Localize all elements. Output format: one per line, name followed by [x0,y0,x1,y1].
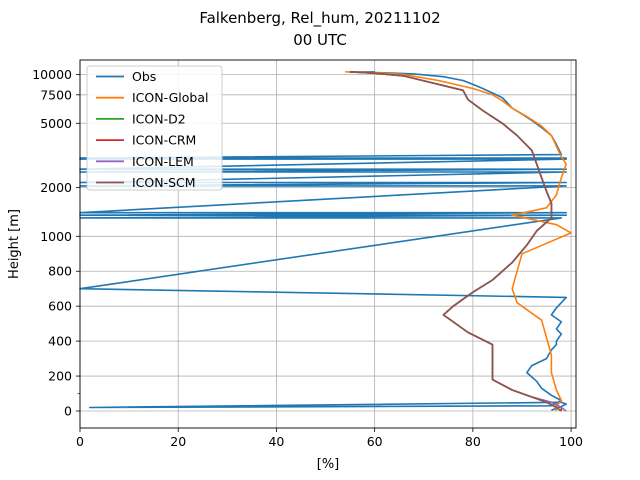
x-tick-label: 40 [268,434,284,449]
legend-label: ICON-Global [132,90,208,105]
y-tick-label: 400 [48,334,72,349]
legend-label: ICON-D2 [132,111,186,126]
y-tick-label: 0 [64,404,72,419]
series-line-icon-scm [350,71,562,412]
y-tick-label: 10000 [32,67,72,82]
legend: Obs ICON-Global ICON-D2 ICON-CRM ICON-LEM ICO… [86,65,223,191]
grid [79,60,576,428]
ticks: 0 20 40 60 80 1000200400600800100020005000750… [32,67,583,449]
y-tick-label: 1000 [40,229,72,244]
legend-label: Obs [132,69,156,84]
legend-label: ICON-CRM [132,133,196,148]
x-tick-label: 0 [76,434,84,449]
y-tick-label: 7500 [40,87,72,102]
y-tick-label: 600 [48,299,72,314]
plot-frame [79,59,577,429]
x-axis-label: [%] [317,457,340,472]
legend-label: ICON-LEM [132,154,194,169]
chart-subtitle: 00 UTC [293,31,347,49]
series-line-obs [79,71,567,411]
x-tick-label: 60 [367,434,383,449]
chart-title: Falkenberg, Rel_hum, 20211102 [199,9,440,28]
legend-box [86,65,223,191]
y-tick-label: 5000 [40,116,72,131]
x-tick-label: 20 [170,434,186,449]
series-line-icon-global [345,71,572,411]
x-tick-label: 100 [559,434,583,449]
y-axis-label: Height [m] [7,209,22,279]
x-tick-label: 80 [465,434,481,449]
y-tick-label: 200 [48,369,72,384]
y-tick-label: 800 [48,264,72,279]
series-group [79,71,572,412]
y-tick-label: 2000 [40,180,72,195]
legend-label: ICON-SCM [132,175,196,190]
